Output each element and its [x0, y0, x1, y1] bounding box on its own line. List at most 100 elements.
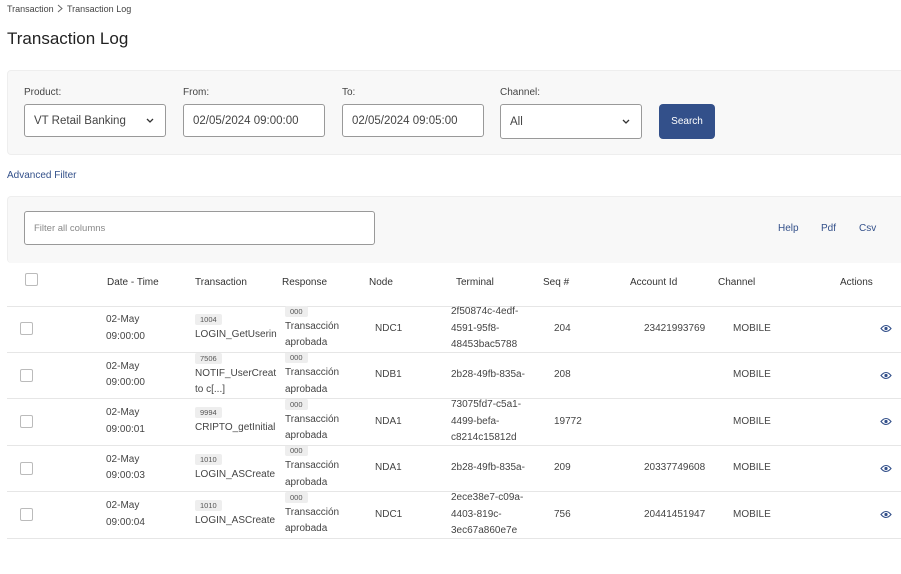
date: 02-May: [106, 500, 140, 512]
response-code: 000: [285, 399, 308, 410]
filter-label: Channel:: [500, 87, 541, 98]
channel: MOBILE: [733, 508, 771, 520]
view-icon[interactable]: [880, 464, 892, 473]
date-time-cell: 02-May 09:00:03: [106, 446, 176, 492]
seq: 19772: [554, 415, 582, 427]
seq: 756: [554, 508, 571, 520]
pdf-link[interactable]: Pdf: [821, 223, 837, 234]
node-cell: NDC1: [375, 492, 435, 538]
input-value: 02/05/2024 09:05:00: [352, 114, 458, 127]
terminal-cell: 2b28-49fb-835a-: [451, 446, 537, 492]
terminal: 73075fd7-c5a1-4499-befa-c8214c15812d: [451, 399, 522, 443]
from-input[interactable]: 02/05/2024 09:00:00: [183, 104, 325, 137]
row-checkbox[interactable]: [20, 322, 33, 335]
product-select[interactable]: VT Retail Banking: [24, 104, 166, 137]
view-icon[interactable]: [880, 371, 892, 380]
column-header: Channel: [718, 277, 756, 288]
column-header: Account Id: [630, 277, 678, 288]
date: 02-May: [106, 453, 140, 465]
seq-cell: 756: [554, 492, 614, 538]
row-checkbox[interactable]: [20, 461, 33, 475]
row-checkbox[interactable]: [20, 368, 33, 382]
transaction-code: 1010: [195, 500, 222, 511]
response-code: 000: [285, 445, 308, 457]
channel: MOBILE: [733, 462, 771, 473]
advanced-filter-link[interactable]: Advanced Filter: [7, 170, 77, 181]
filter-label: Product:: [24, 87, 62, 98]
column-header: Actions: [840, 277, 873, 288]
response-text: Transacción aprobada: [285, 506, 340, 535]
channel-cell: MOBILE: [733, 399, 803, 445]
account-cell: 20441451947: [644, 492, 724, 538]
page-title: Transaction Log: [7, 29, 129, 48]
filter-label: From:: [183, 87, 210, 98]
filter-input[interactable]: Filter all columns: [24, 211, 375, 245]
account-cell: 20337749608: [644, 446, 724, 492]
terminal: 2f50874c-4edf-4591-95f8-48453bac5788: [451, 306, 519, 350]
response-code: 000: [285, 306, 308, 317]
transaction-name: CRIPTO_getInitial: [195, 422, 276, 433]
response-cell: 000 Transacción aprobada: [285, 492, 349, 538]
node: NDC1: [375, 322, 403, 334]
filter-placeholder: Filter all columns: [34, 222, 106, 234]
node-cell: NDA1: [375, 399, 435, 445]
help-link[interactable]: Help: [778, 223, 799, 234]
search-button[interactable]: Search: [659, 104, 715, 139]
view-icon[interactable]: [880, 324, 892, 333]
response-text: Transacción aprobada: [285, 367, 340, 395]
column-header: Seq #: [543, 277, 570, 288]
seq: 204: [554, 322, 571, 334]
transaction-cell: 9994 CRIPTO_getInitial: [195, 399, 277, 445]
view-icon[interactable]: [880, 417, 892, 426]
node: NDB1: [375, 369, 402, 380]
column-header: Response: [282, 277, 328, 288]
response-cell: 000 Transacción aprobada: [285, 352, 349, 399]
table-row: 02-May 09:00:00 1004 LOGIN_GetUserin 000 Tran…: [7, 306, 901, 353]
account-cell: 23421993769: [644, 306, 724, 352]
breadcrumb-item[interactable]: Transaction: [7, 4, 54, 14]
transaction-cell: 1010 LOGIN_ASCreate: [195, 492, 277, 538]
account-id: 23421993769: [644, 322, 706, 334]
seq-cell: 208: [554, 353, 614, 399]
channel: MOBILE: [733, 369, 771, 380]
row-checkbox[interactable]: [20, 508, 33, 521]
to-input[interactable]: 02/05/2024 09:05:00: [342, 104, 484, 137]
transaction-code: 1010: [195, 453, 222, 465]
filter-label: To:: [342, 87, 356, 98]
column-header: Date - Time: [107, 277, 159, 288]
column-header: Terminal: [456, 277, 494, 288]
node-cell: NDC1: [375, 306, 435, 352]
node: NDC1: [375, 508, 403, 520]
transaction-code: 9994: [195, 407, 222, 418]
dropdown-icon: [622, 119, 630, 124]
channel-cell: MOBILE: [733, 446, 803, 492]
select-all-checkbox[interactable]: [25, 273, 38, 286]
row-checkbox[interactable]: [20, 415, 33, 428]
input-value: 02/05/2024 09:00:00: [193, 114, 299, 127]
view-icon[interactable]: [880, 510, 892, 519]
transaction-cell: 1010 LOGIN_ASCreate: [195, 446, 277, 492]
terminal: 2b28-49fb-835a-: [451, 369, 525, 380]
csv-link[interactable]: Csv: [859, 223, 877, 234]
response-code: 000: [285, 352, 308, 364]
seq-cell: 204: [554, 306, 614, 352]
channel-cell: MOBILE: [733, 353, 803, 399]
transaction-name: LOGIN_ASCreate: [195, 468, 276, 480]
channel: MOBILE: [733, 322, 771, 334]
date-time-cell: 02-May 09:00:00: [106, 353, 176, 399]
channel-select[interactable]: All: [500, 104, 642, 139]
seq: 209: [554, 462, 571, 473]
channel: MOBILE: [733, 415, 771, 427]
breadcrumb-item: Transaction Log: [67, 4, 132, 14]
terminal: 2b28-49fb-835a-: [451, 462, 525, 473]
time: 09:00:03: [106, 470, 145, 482]
date-time-cell: 02-May 09:00:01: [106, 399, 176, 445]
seq-cell: 19772: [554, 399, 614, 445]
terminal-cell: 2b28-49fb-835a-: [451, 353, 537, 399]
response-text: Transacción aprobada: [285, 460, 340, 488]
seq-cell: 209: [554, 446, 614, 492]
response-code: 000: [285, 492, 308, 503]
terminal-cell: 2f50874c-4edf-4591-95f8-48453bac5788: [451, 306, 537, 352]
account-id: 20337749608: [644, 462, 706, 473]
